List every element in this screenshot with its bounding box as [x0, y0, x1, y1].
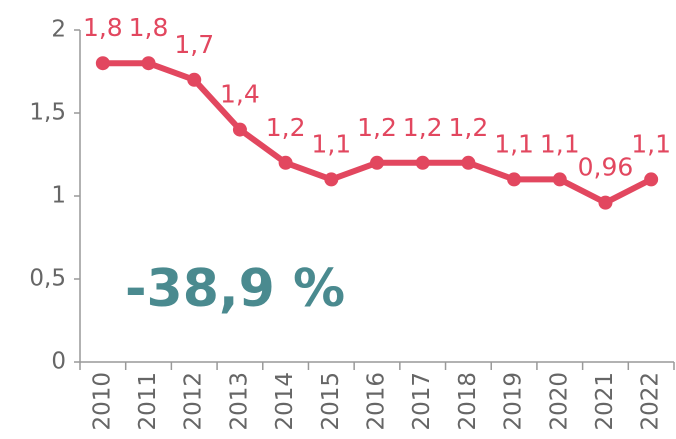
point	[187, 72, 202, 87]
point	[324, 172, 339, 187]
point	[507, 172, 522, 187]
point	[95, 56, 110, 71]
point	[370, 155, 384, 170]
x-tick-label: 2016	[364, 372, 390, 431]
point	[598, 195, 613, 210]
x-tick-label: 2020	[546, 372, 572, 431]
value-label: 1,8	[83, 13, 123, 42]
point	[552, 172, 567, 187]
value-label: 1,2	[266, 113, 306, 142]
value-label: 1,1	[311, 129, 351, 158]
value-label: 0,96	[578, 153, 634, 182]
annotation: -38,9 %	[125, 259, 345, 319]
x-tick-label: 2010	[89, 372, 115, 431]
value-label: 1,2	[403, 113, 443, 142]
point	[141, 56, 156, 71]
x-tick-label: 2021	[592, 372, 618, 431]
x-tick-label: 2018	[455, 372, 481, 431]
point	[644, 172, 659, 187]
y-tick-label: 1	[51, 183, 66, 209]
x-tick-label: 2013	[226, 372, 252, 431]
value-label: 1,4	[220, 80, 260, 109]
point	[232, 122, 247, 137]
value-label: 1,2	[357, 113, 397, 142]
x-tick-label: 2012	[181, 372, 207, 431]
x-tick-label: 2014	[272, 372, 298, 431]
value-label: 1,1	[540, 129, 580, 158]
value-label: 1,7	[174, 30, 214, 59]
x-tick-label: 2015	[318, 372, 344, 431]
point	[461, 155, 476, 170]
y-tick-label: 1,5	[29, 100, 66, 126]
x-tick-label: 2017	[409, 372, 435, 431]
y-tick-label: 0,5	[29, 266, 66, 292]
x-tick-label: 2019	[501, 372, 527, 431]
x-tick-label: 2022	[638, 372, 664, 431]
value-label: 1,2	[449, 113, 489, 142]
value-label: 1,8	[129, 13, 169, 42]
point	[278, 155, 293, 170]
value-label: 1,1	[494, 129, 534, 158]
y-tick-label: 2	[51, 17, 66, 43]
point	[415, 155, 430, 170]
x-tick-label: 2011	[135, 372, 161, 431]
value-label: 1,1	[631, 129, 671, 158]
y-tick-label: 0	[51, 349, 66, 375]
